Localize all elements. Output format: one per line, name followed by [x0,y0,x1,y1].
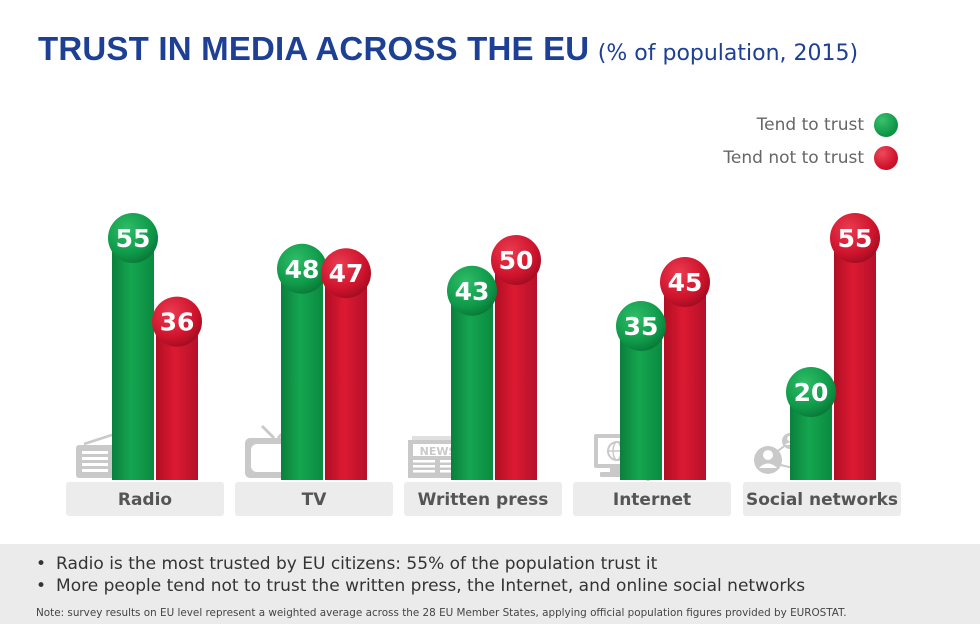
bar-trust [451,290,493,480]
category-label-box [235,482,393,516]
value-bubble-not-trust [321,248,371,299]
bar-trust [620,326,662,480]
bar-not-trust [495,260,537,480]
value-bubble-trust [447,265,497,316]
bar-not-trust [834,238,876,480]
category-label: Written press [418,490,549,510]
bar-not-trust [156,321,198,480]
legend-dot-not-trust [874,146,898,170]
category-label: TV [302,490,328,510]
value-label-not-trust: 45 [668,268,703,297]
value-label-trust: 35 [624,312,659,341]
value-label-trust: 48 [285,255,320,284]
footer-panel: • Radio is the most trusted by EU citizen… [0,544,980,624]
category-label-box [66,482,224,516]
value-bubble-not-trust [660,257,710,307]
category-label: Radio [118,490,172,510]
chart-title-block: TRUST IN MEDIA ACROSS THE EU (% of popul… [38,30,858,68]
value-label-not-trust: 55 [838,224,873,253]
legend-dot-trust [874,113,898,137]
legend-label-not-trust: Tend not to trust [723,148,864,168]
footer-bullet-text: Radio is the most trusted by EU citizens… [56,554,658,574]
value-label-not-trust: 50 [499,246,534,275]
value-label-not-trust: 36 [160,308,195,337]
footer-bullet: • More people tend not to trust the writt… [36,576,806,596]
value-label-trust: 43 [455,277,490,306]
value-bubble-not-trust [491,235,541,285]
category-label-box [404,482,562,516]
bar-trust [281,268,323,480]
bar-not-trust [664,282,706,480]
bar-chart: Radio TV Written press Internet Social netwo… [66,213,901,516]
bar-not-trust [325,273,367,480]
value-label-trust: 20 [794,378,829,407]
legend-item-trust: Tend to trust [757,112,898,138]
category-label: Internet [613,490,691,510]
category-label: Social networks [746,490,898,510]
value-bubble-not-trust [830,213,880,263]
category-label-box [743,482,901,516]
category-label-box [573,482,731,516]
legend-label-trust: Tend to trust [756,115,864,135]
footnote: Note: survey results on EU level represe… [36,607,847,619]
value-bubble-trust [786,367,836,417]
footer-bullet-text: More people tend not to trust the writte… [56,576,806,596]
footer-bullet: • Radio is the most trusted by EU citizen… [36,554,658,574]
chart-subtitle: (% of population, 2015) [597,41,859,66]
value-bubble-not-trust [152,296,202,347]
value-bubble-trust [277,243,327,294]
bar-trust [112,238,154,480]
value-bubble-trust [616,301,666,351]
svg-text:NEWS: NEWS [420,445,457,458]
value-bubble-trust [108,213,158,263]
value-label-not-trust: 47 [329,259,364,288]
chart-title: TRUST IN MEDIA ACROSS THE EU [38,30,590,67]
value-label-trust: 55 [116,224,151,253]
legend-item-not-trust: Tend not to trust [723,145,898,171]
